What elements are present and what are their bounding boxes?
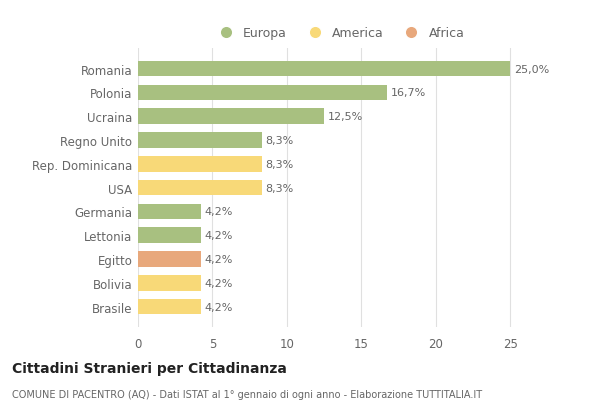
Bar: [138, 157, 262, 172]
Text: 8,3%: 8,3%: [265, 183, 293, 193]
Text: 4,2%: 4,2%: [204, 302, 233, 312]
Bar: [138, 228, 200, 243]
Text: 8,3%: 8,3%: [265, 160, 293, 169]
Text: 4,2%: 4,2%: [204, 207, 233, 217]
Text: 4,2%: 4,2%: [204, 278, 233, 288]
Text: 8,3%: 8,3%: [265, 136, 293, 146]
Text: COMUNE DI PACENTRO (AQ) - Dati ISTAT al 1° gennaio di ogni anno - Elaborazione T: COMUNE DI PACENTRO (AQ) - Dati ISTAT al …: [12, 389, 482, 399]
Text: 16,7%: 16,7%: [391, 88, 425, 98]
Text: 4,2%: 4,2%: [204, 254, 233, 264]
Text: 4,2%: 4,2%: [204, 231, 233, 240]
Bar: [138, 204, 200, 220]
Legend: Europa, America, Africa: Europa, America, Africa: [208, 22, 470, 45]
Bar: [138, 85, 386, 101]
Bar: [138, 109, 324, 125]
Text: Cittadini Stranieri per Cittadinanza: Cittadini Stranieri per Cittadinanza: [12, 361, 287, 375]
Bar: [138, 252, 200, 267]
Bar: [138, 299, 200, 315]
Bar: [138, 275, 200, 291]
Bar: [138, 133, 262, 148]
Text: 12,5%: 12,5%: [328, 112, 363, 122]
Text: 25,0%: 25,0%: [514, 65, 549, 74]
Bar: [138, 180, 262, 196]
Bar: [138, 62, 510, 77]
